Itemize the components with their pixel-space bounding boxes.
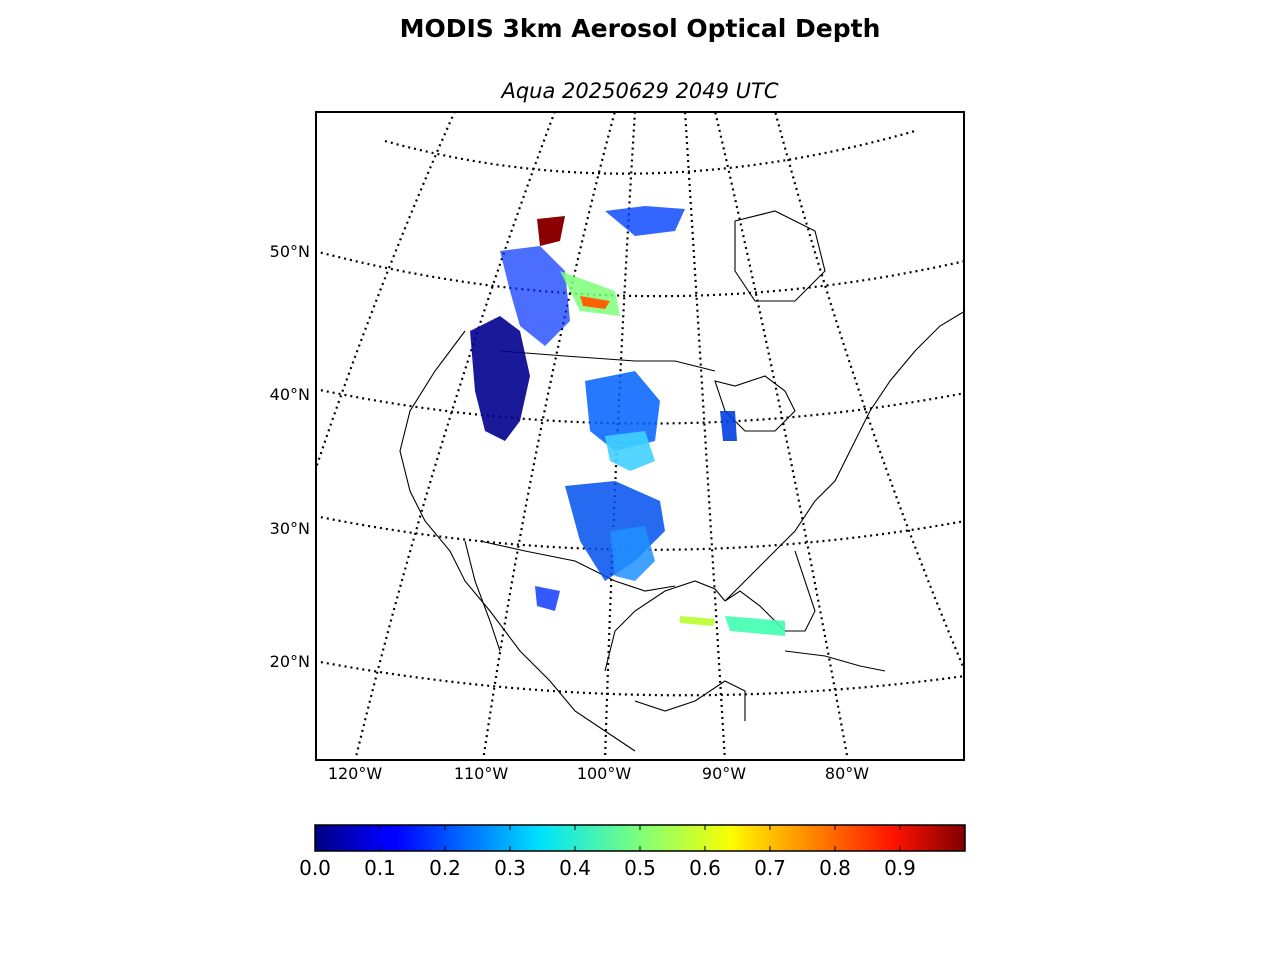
colorbar-tick-label: 0.1 [350, 856, 410, 880]
colorbar-tick-label: 0.6 [675, 856, 735, 880]
graticule-lat-20 [315, 661, 965, 695]
aod-patch-gulf-west [680, 616, 715, 626]
lat-label-50: 50°N [250, 242, 310, 261]
coastlines [400, 211, 965, 751]
colorbar-tick-label: 0.9 [870, 856, 930, 880]
graticule-lon-130 [315, 111, 455, 471]
aod-patch-mexico [535, 586, 560, 611]
colorbar-tick-label: 0.2 [415, 856, 475, 880]
graticule-lat-50 [315, 251, 965, 296]
aod-patch-canada-north [605, 206, 685, 236]
aod-map [315, 111, 965, 761]
baja-california [465, 541, 500, 651]
lon-label-80w: 80°W [807, 764, 887, 783]
graticule-lat-60 [385, 131, 915, 174]
hudson-bay [735, 211, 825, 301]
colorbar [314, 824, 966, 852]
lat-label-30: 30°N [250, 519, 310, 538]
us-canada-border [500, 351, 715, 371]
graticule-lon-120 [355, 111, 555, 761]
gulf-yucatan [635, 681, 745, 721]
lat-label-40: 40°N [250, 385, 310, 404]
lon-label-120w: 120°W [315, 764, 395, 783]
colorbar-tick-label: 0.7 [740, 856, 800, 880]
cuba [785, 651, 885, 671]
atlantic-coast [725, 311, 965, 601]
colorbar-tick-label: 0.4 [545, 856, 605, 880]
lon-label-110w: 110°W [441, 764, 521, 783]
chart-subtitle: Aqua 20250629 2049 UTC [315, 79, 965, 103]
aod-patch-great-lakes [720, 411, 737, 441]
colorbar-tick-label: 0.5 [610, 856, 670, 880]
lon-label-100w: 100°W [564, 764, 644, 783]
chart-title: MODIS 3km Aerosol Optical Depth [0, 14, 1280, 43]
graticule-lon-70 [775, 111, 965, 671]
aod-retrievals [470, 206, 785, 636]
graticule-lon-90 [685, 111, 725, 761]
colorbar-tick-label: 0.0 [285, 856, 345, 880]
gulf-coast [605, 581, 725, 671]
aod-patch-northwest [470, 316, 530, 441]
colorbar-tick-label: 0.8 [805, 856, 865, 880]
aod-patch-smoke-plume [537, 216, 565, 246]
aod-patch-gulf [725, 616, 785, 636]
colorbar-tick-label: 0.3 [480, 856, 540, 880]
lon-label-90w: 90°W [684, 764, 764, 783]
lat-label-20: 20°N [250, 652, 310, 671]
